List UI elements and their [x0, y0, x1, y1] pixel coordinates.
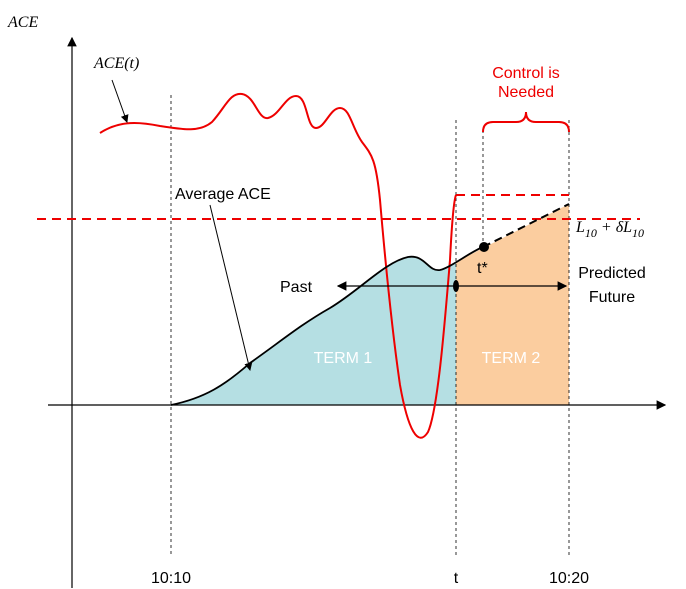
x-tick-label: t: [454, 570, 459, 587]
control-label: Needed: [498, 84, 554, 101]
past-label: Past: [280, 279, 313, 296]
ace-t-pointer: [111, 79, 129, 123]
ace-curve: [99, 92, 457, 439]
t-star-label: t*: [477, 260, 488, 277]
x-tick-label: 10:20: [549, 570, 589, 587]
average-curve: [170, 246, 484, 406]
y-axis-label: ACE: [7, 14, 38, 31]
threshold-part: 10: [585, 226, 597, 240]
predicted-label: Future: [589, 289, 635, 306]
brace: [482, 111, 570, 133]
control-label: Control is: [492, 65, 560, 82]
ace-t-label: ACE(t): [93, 55, 139, 72]
threshold-label: L10 + δL10: [575, 219, 644, 240]
threshold-part: L: [575, 219, 585, 236]
average-pointer: [209, 204, 253, 371]
average-label: Average ACE: [175, 186, 271, 203]
predicted-line: [482, 203, 570, 248]
threshold-part: 10: [632, 226, 644, 240]
x-tick-label: 10:10: [151, 570, 191, 587]
predicted-label: Predicted: [578, 265, 646, 282]
term2-area: [456, 204, 569, 405]
term2-label: TERM 2: [482, 350, 541, 367]
t-star-point: [479, 242, 489, 252]
threshold-part: + δL: [597, 219, 632, 236]
term1-area: [171, 256, 456, 405]
term1-label: TERM 1: [314, 350, 373, 367]
guides: [170, 95, 570, 556]
